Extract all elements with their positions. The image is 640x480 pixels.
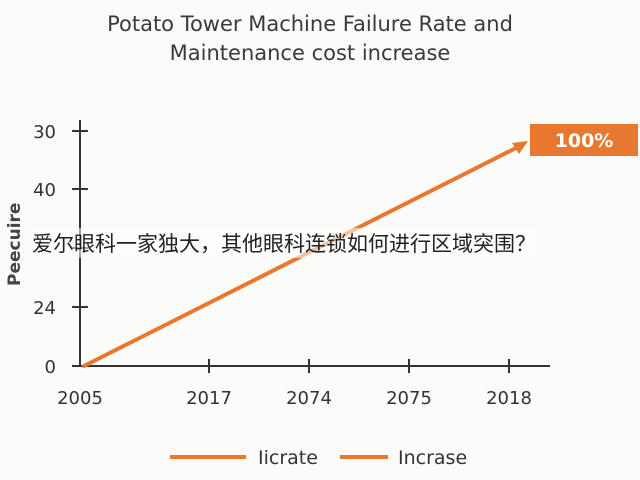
x-tick-label: 2075 bbox=[386, 388, 432, 409]
legend: Iicrate Incrase bbox=[170, 447, 467, 469]
y-tick-label: 0 bbox=[45, 357, 56, 378]
annotation-badge bbox=[530, 124, 638, 156]
legend-label: Iicrate bbox=[258, 447, 318, 469]
overlay-caption: 爱尔眼科一家独大，其他眼科连锁如何进行区域突围？ bbox=[32, 228, 536, 258]
chart-title: Potato Tower Machine Failure Rate and Ma… bbox=[0, 10, 620, 68]
axes: 0 24 40 30 2005 2017 2074 2075 2018 bbox=[33, 120, 550, 409]
x-tick-label: 2074 bbox=[286, 388, 332, 409]
y-tick-label: 40 bbox=[33, 180, 56, 201]
x-tick-label: 2005 bbox=[57, 388, 103, 409]
x-tick-label: 2018 bbox=[486, 388, 532, 409]
legend-label: Incrase bbox=[398, 447, 467, 469]
y-tick-label: 30 bbox=[33, 122, 56, 143]
series-arrowhead bbox=[512, 141, 528, 154]
y-axis-label: Peecuire bbox=[5, 203, 25, 286]
annotation-label: 100% bbox=[555, 130, 614, 152]
chart-title-line-1: Potato Tower Machine Failure Rate and bbox=[107, 12, 513, 36]
chart-title-line-2: Maintenance cost increase bbox=[169, 41, 451, 65]
y-tick-label: 24 bbox=[33, 298, 56, 319]
x-tick-label: 2017 bbox=[186, 388, 232, 409]
